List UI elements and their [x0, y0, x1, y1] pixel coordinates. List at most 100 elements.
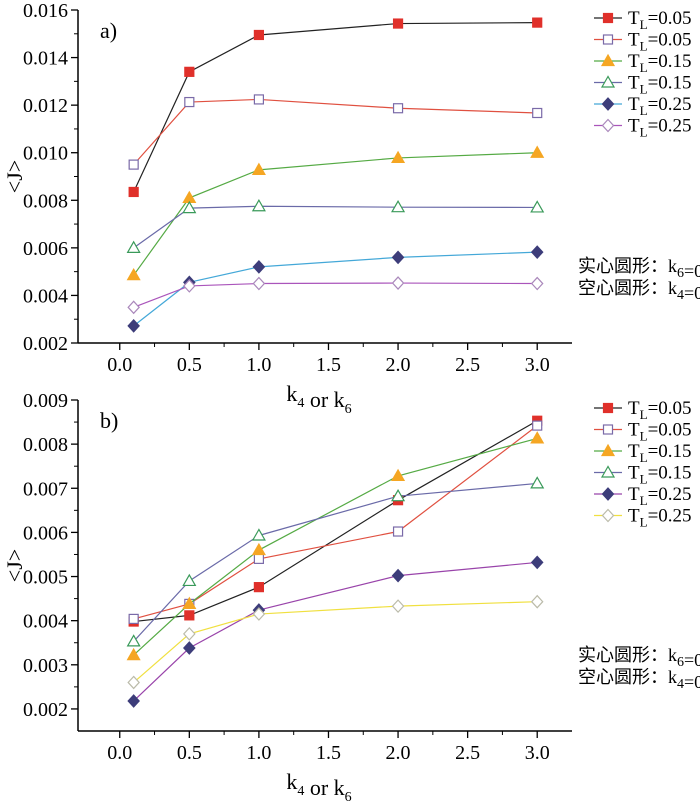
chart-panel-1: 0.0 0.5 1.0 1.5 2.0 2.5 3.0 0.002 0.004 0.006 0.00… — [2, 0, 700, 417]
data-point — [251, 199, 266, 212]
legend-marker — [601, 97, 615, 111]
y-tick-label: 0.010 — [23, 143, 68, 165]
legend-marker — [601, 508, 615, 523]
legend-note: 空心圆形：k4=0 — [578, 667, 700, 692]
legend-marker — [600, 465, 616, 478]
data-point — [391, 599, 405, 613]
y-tick-label: 0.003 — [23, 655, 68, 677]
data-point — [391, 489, 406, 502]
data-point — [184, 66, 195, 77]
series-2 — [128, 94, 543, 170]
series-6 — [127, 594, 544, 690]
series-3 — [126, 145, 545, 281]
legend-marker — [602, 34, 614, 45]
legend-label: TL=0.25 — [628, 506, 692, 530]
y-tick-label: 0.016 — [23, 0, 68, 22]
series-1 — [128, 17, 543, 198]
legend-marker — [602, 12, 614, 24]
legend-note: 空心圆形：k4=0 — [578, 278, 700, 303]
x-tick-label: 3.0 — [525, 354, 550, 376]
series-line — [133, 251, 538, 327]
y-tick-label: 0.012 — [23, 95, 68, 117]
data-point — [391, 199, 406, 213]
data-point — [530, 431, 545, 444]
data-point — [184, 96, 195, 108]
data-point — [252, 276, 266, 291]
x-tick-label: 0.5 — [177, 742, 202, 764]
panel-label: b) — [100, 408, 118, 433]
x-tick-label: 1.5 — [316, 742, 341, 764]
x-tick-label: 0.0 — [107, 354, 132, 376]
y-tick-label: 0.004 — [23, 611, 68, 633]
data-point — [126, 240, 141, 253]
legend-marker — [601, 118, 615, 133]
x-tick-label: 2.0 — [386, 742, 411, 764]
data-point — [251, 528, 266, 541]
data-point — [183, 641, 196, 655]
chart-panel-2: 0.0 0.5 1.0 1.5 2.0 2.5 3.0 0.002 0.003 0.004 0.00… — [2, 390, 700, 801]
data-point — [126, 268, 141, 281]
data-point — [391, 250, 405, 265]
data-point — [530, 555, 544, 570]
data-point — [252, 607, 266, 621]
x-tick-label: 1.0 — [246, 742, 271, 764]
data-point — [183, 279, 196, 293]
data-point — [532, 420, 543, 431]
data-point — [253, 553, 265, 564]
legend-note: 实心圆形：k6=0 — [578, 256, 700, 281]
data-point — [391, 276, 405, 290]
data-point — [391, 150, 406, 164]
series-line — [133, 22, 538, 193]
series-4 — [126, 199, 545, 253]
data-point — [252, 259, 266, 274]
y-tick-label: 0.008 — [23, 434, 68, 456]
data-point — [392, 18, 404, 29]
series-2 — [128, 420, 543, 625]
data-point — [392, 103, 404, 114]
data-point — [184, 610, 195, 621]
series-line — [133, 437, 538, 656]
data-point — [182, 200, 197, 214]
data-point — [251, 162, 266, 175]
y-tick-label: 0.014 — [23, 48, 68, 70]
legend-marker — [600, 75, 616, 88]
legend-marker — [602, 424, 614, 435]
x-tick-label: 0.5 — [177, 354, 202, 376]
x-axis-title: k4 or k6 — [286, 769, 351, 801]
legend-label: TL=0.05 — [628, 8, 692, 32]
series-6 — [127, 276, 544, 315]
series-1 — [128, 415, 543, 627]
legend-label: TL=0.25 — [628, 484, 692, 508]
y-tick-label: 0.006 — [23, 238, 68, 260]
legend-label: TL=0.15 — [628, 463, 692, 487]
data-point — [391, 468, 406, 482]
y-tick-label: 0.007 — [23, 478, 68, 500]
data-point — [530, 245, 544, 260]
legend-label: TL=0.15 — [628, 73, 692, 97]
y-tick-label: 0.004 — [23, 285, 68, 307]
legend-marker — [600, 53, 616, 67]
data-point — [183, 627, 196, 641]
legend-label: TL=0.05 — [628, 420, 692, 444]
x-tick-label: 0.0 — [107, 742, 132, 764]
y-tick-label: 0.009 — [23, 390, 68, 412]
legend-label: TL=0.05 — [628, 30, 692, 54]
data-point — [128, 613, 139, 625]
data-point — [530, 145, 545, 158]
data-point — [530, 200, 545, 213]
legend: TL=0.05TL=0.05TL=0.15TL=0.15TL=0.25TL=0.… — [594, 8, 692, 140]
data-point — [126, 647, 141, 661]
legend-label: TL=0.25 — [628, 94, 692, 118]
legend-label: TL=0.15 — [628, 441, 692, 465]
data-point — [253, 29, 265, 41]
legend-note: 实心圆形：k6=0 — [578, 645, 700, 670]
data-point — [126, 634, 141, 647]
x-tick-label: 3.0 — [525, 742, 550, 764]
y-tick-label: 0.002 — [23, 699, 68, 721]
y-tick-label: 0.008 — [23, 190, 68, 212]
data-point — [530, 276, 544, 291]
data-point — [127, 675, 140, 690]
data-point — [182, 596, 197, 609]
